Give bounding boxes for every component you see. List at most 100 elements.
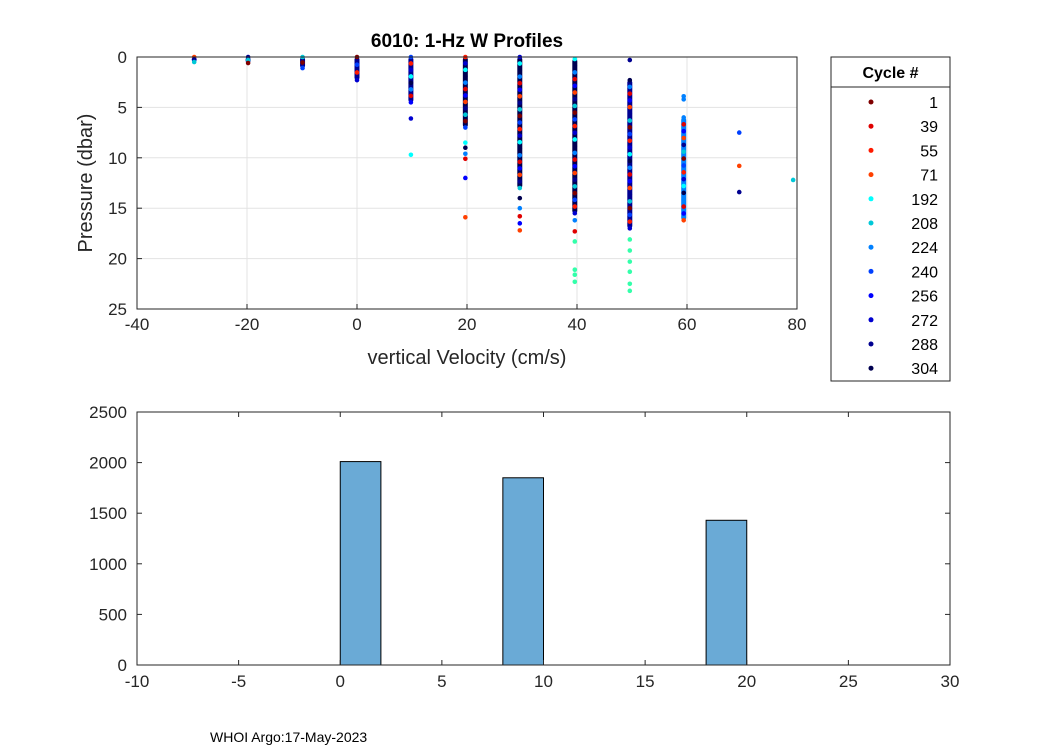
- scatter-point: [572, 76, 578, 82]
- scatter-point: [463, 112, 468, 118]
- scatter-point: [736, 130, 742, 135]
- scatter-point: [517, 107, 523, 112]
- scatter-point: [681, 176, 686, 182]
- scatter-point: [463, 73, 468, 79]
- scatter-point: [408, 100, 414, 105]
- scatter-point: [517, 80, 523, 86]
- scatter-point: [572, 123, 578, 129]
- scatter-point: [627, 131, 633, 137]
- scatter-point: [681, 128, 686, 134]
- legend-marker: [868, 172, 874, 178]
- histogram-bars: [339, 461, 748, 666]
- scatter-point: [463, 67, 468, 73]
- scatter-point: [627, 237, 633, 242]
- histogram-y-tick-label: 0: [118, 656, 127, 675]
- legend-entry-label: 288: [911, 337, 938, 354]
- scatter-point: [517, 152, 523, 158]
- scatter-point: [681, 122, 686, 127]
- scatter-point: [517, 228, 523, 233]
- scatter-point: [572, 229, 578, 234]
- scatter-point: [627, 205, 633, 211]
- scatter-point: [572, 117, 578, 122]
- legend-marker: [868, 341, 874, 347]
- scatter-point: [517, 185, 523, 191]
- scatter-point-stack: [572, 59, 578, 214]
- scatter-point: [463, 106, 468, 111]
- scatter-point: [736, 189, 742, 195]
- scatter-ticks: -40 -20 0 20 40 60 80 0 5 10 15 20 25: [108, 48, 806, 334]
- scatter-point: [627, 111, 633, 117]
- scatter-point: [681, 97, 686, 102]
- legend-entry-label: 256: [911, 289, 938, 306]
- scatter-point: [627, 219, 633, 224]
- histogram-ticks: -10 -5 0 5 10 15 20 25 30 0 500 1000 1500 2000 2500: [89, 403, 959, 691]
- scatter-y-tick-label: 20: [108, 250, 127, 269]
- scatter-y-tick-label: 10: [108, 149, 127, 168]
- legend-entry-label: 55: [920, 143, 938, 160]
- scatter-point: [517, 159, 523, 165]
- scatter-point: [681, 183, 686, 189]
- scatter-point: [517, 126, 523, 132]
- scatter-point: [572, 204, 578, 209]
- scatter-point: [463, 61, 468, 66]
- scatter-point: [681, 170, 686, 175]
- scatter-point: [627, 151, 633, 157]
- scatter-y-axis-label: Pressure (dbar): [75, 114, 97, 253]
- scatter-point: [517, 87, 523, 93]
- scatter-point: [517, 172, 523, 178]
- scatter-point: [572, 56, 578, 62]
- scatter-point: [572, 184, 578, 189]
- histogram-x-tick-label: 10: [534, 672, 553, 691]
- scatter-point: [572, 210, 578, 216]
- legend-marker: [868, 293, 874, 299]
- scatter-point: [627, 125, 633, 130]
- scatter-point: [408, 61, 414, 66]
- scatter-point: [681, 190, 686, 196]
- scatter-point: [354, 62, 360, 68]
- scatter-x-tick-label: 60: [678, 315, 697, 334]
- scatter-point: [408, 67, 414, 73]
- scatter-point: [572, 90, 578, 95]
- legend-marker: [868, 123, 874, 129]
- legend-marker: [868, 268, 874, 274]
- scatter-point: [517, 213, 523, 219]
- scatter-x-tick-label: 0: [352, 315, 361, 334]
- scatter-point: [572, 272, 578, 278]
- scatter-point-stack: [354, 57, 360, 81]
- scatter-point: [627, 91, 633, 96]
- histogram-bar: [339, 461, 382, 666]
- scatter-point: [463, 125, 468, 130]
- scatter-point: [572, 63, 578, 69]
- scatter-point: [463, 151, 468, 157]
- scatter-x-tick-label: 80: [788, 315, 807, 334]
- histogram-x-tick-label: 20: [737, 672, 756, 691]
- scatter-points: [191, 54, 796, 294]
- scatter-point: [627, 192, 633, 197]
- scatter-point: [627, 185, 633, 191]
- scatter-point: [572, 279, 578, 285]
- legend-entry-label: 272: [911, 313, 938, 330]
- scatter-point: [627, 269, 633, 275]
- scatter-point: [408, 93, 414, 99]
- scatter-point: [627, 212, 633, 218]
- scatter-point: [627, 199, 633, 204]
- scatter-point: [681, 211, 686, 216]
- scatter-point: [517, 146, 523, 152]
- scatter-point: [627, 98, 633, 103]
- scatter-point: [408, 80, 414, 86]
- scatter-point: [790, 177, 796, 183]
- scatter-point: [572, 190, 578, 196]
- scatter-point: [572, 267, 578, 272]
- scatter-point: [517, 100, 523, 106]
- legend-entry-label: 39: [920, 119, 938, 136]
- scatter-point: [191, 59, 197, 65]
- legend-entry-label: 304: [911, 361, 938, 378]
- legend-entries: 1 39 55 71 192 208 224 240 256 272 288 304: [868, 95, 938, 378]
- scatter-point: [517, 74, 523, 79]
- scatter-point: [572, 150, 578, 156]
- scatter-point: [408, 74, 414, 79]
- scatter-point: [627, 259, 633, 264]
- histogram-y-tick-label: 2000: [89, 454, 127, 473]
- legend: Cycle # 1 39 55 71 192 208 224 240 256 272 288 304: [830, 56, 951, 382]
